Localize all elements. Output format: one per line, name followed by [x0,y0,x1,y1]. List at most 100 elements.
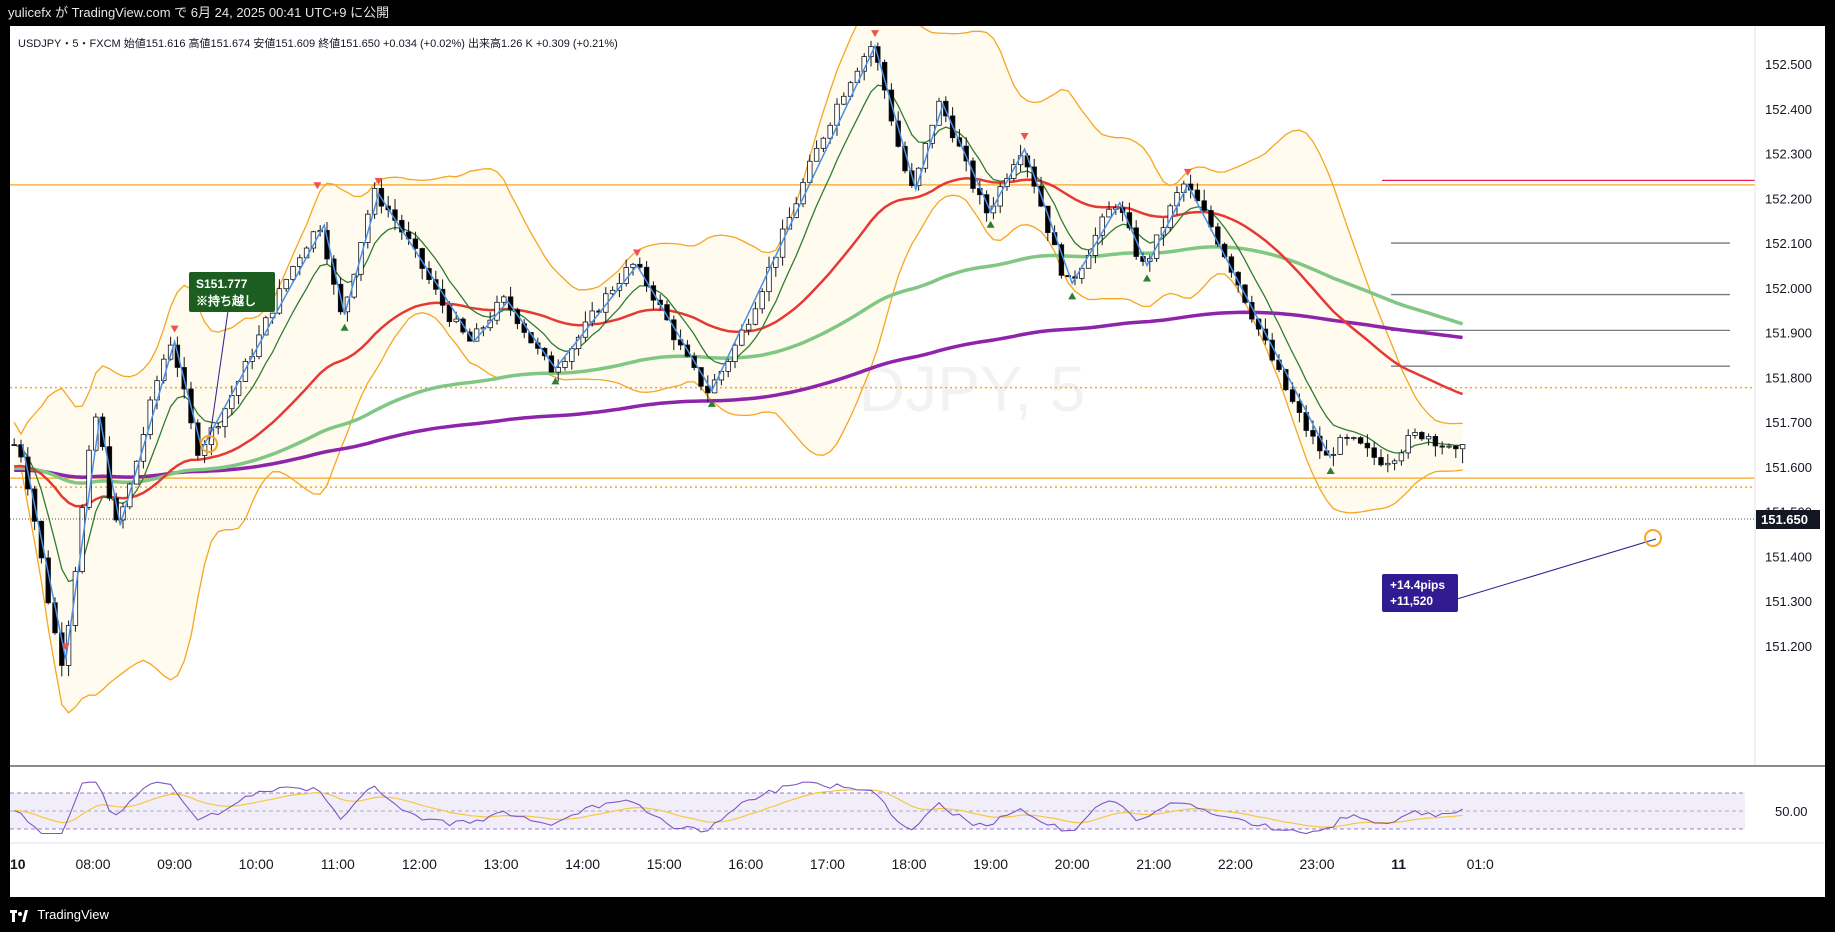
sell-label-price: S151.777 [196,277,248,291]
candle-body [1208,210,1214,228]
time-tick-label: 10 [10,856,26,872]
candle-body [1337,437,1343,455]
profit-annotation[interactable]: +14.4pips +11,520 [1382,529,1662,612]
candle-body [1405,435,1411,454]
fractal-low-marker [1326,466,1335,474]
candle-body [127,483,133,508]
fractal-high-marker [313,182,322,190]
current-price-text: 151.650 [1761,512,1808,527]
candle-body [167,344,174,360]
candle-body [1215,226,1221,245]
candle-body [909,170,915,186]
candle-body [943,100,949,117]
candle-body [705,385,711,394]
zigzag-path [21,43,1332,660]
candle-body [1446,445,1452,448]
fractal-low-marker [707,399,716,407]
candle-body [813,147,820,162]
candle-body [72,571,79,626]
fractal-low-marker [551,377,560,385]
profit-exit-marker [1644,529,1662,547]
price-tick-label: 151.600 [1765,460,1812,475]
time-tick-label: 18:00 [891,856,926,872]
time-tick-label: 20:00 [1055,856,1090,872]
candle-body [1439,445,1445,448]
candle-body [365,213,371,243]
candle-body [106,446,113,499]
candle-body [555,367,561,373]
time-tick-label: 11 [1391,856,1406,872]
time-tick-label: 11:00 [321,856,355,872]
profit-connector [1456,538,1657,600]
candle-body [1385,462,1391,466]
horizontal-levels [10,179,1755,488]
candle-body [1330,453,1337,456]
candle-body [1412,432,1418,436]
publisher-text: yulicefx が TradingView.com で 6月 24, 2025… [8,5,390,20]
fractal-high-marker [170,325,179,333]
price-tick-label: 151.700 [1765,415,1812,430]
rsi-level-label: 50.00 [1775,804,1808,819]
fractal-high-marker [374,177,383,185]
candle-body [1235,271,1241,286]
candlestick-chart[interactable]: USDJPY, 5 152.500152.400152.300152.20015… [10,26,1825,897]
time-axis[interactable]: 10 08:00 09:00 10:00 11:00 12:00 13:00 14:00 15:… [10,856,1494,872]
candle-body [739,329,745,346]
price-tick-label: 151.400 [1765,549,1812,564]
candle-body [113,497,119,521]
fractal-low-marker [1068,292,1077,300]
time-tick-label: 15:00 [647,856,682,872]
sell-annotation[interactable]: S151.777 ※持ち越し [189,272,275,453]
candle-body [915,167,922,186]
candle-body [881,61,888,91]
candle-body [1432,436,1439,447]
candle-body [766,266,772,293]
ema-long-line [14,310,1463,479]
candle-body [501,296,507,303]
candle-body [426,268,432,280]
candle-body [820,137,827,149]
candle-body [609,289,616,295]
candle-body [290,266,296,280]
fractal-high-marker [61,643,70,651]
time-tick-label: 08:00 [75,856,110,872]
profit-label-pips: +14.4pips [1390,578,1445,592]
fractal-markers [61,30,1335,651]
candle-body [276,288,283,314]
candle-body [174,344,181,368]
candle-body [222,408,228,428]
chart-area[interactable]: USDJPY, 5 152.500 152.400 152.300 152.200 15… [10,26,1825,897]
sell-entry-marker [200,435,218,453]
candle-body [1201,200,1207,211]
price-tick-label: 152.000 [1765,281,1812,296]
price-axis[interactable]: 152.500 152.400 152.300 152.200 152.100 152.0… [1765,57,1812,654]
footer-bar: TradingView [0,897,1835,932]
candle-body [242,360,249,382]
publisher-bar: yulicefx が TradingView.com で 6月 24, 2025… [0,0,1835,26]
candle-body [1371,447,1377,458]
symbol-info[interactable]: USDJPY・5・FXCM 始値151.616 高値151.674 安値151.… [18,38,618,50]
sell-connector [208,310,229,445]
fractal-low-marker [340,323,349,331]
time-tick-label: 14:00 [565,856,600,872]
sell-label-note: ※持ち越し [196,293,256,308]
candle-body [1106,208,1112,218]
candle-body [1357,437,1364,444]
price-tick-label: 151.800 [1765,370,1812,385]
candle-body [779,228,786,258]
candle-body [827,124,833,139]
price-tick-label: 152.500 [1765,57,1812,72]
candle-body [963,145,969,162]
candle-body [412,238,419,249]
candle-body [936,100,942,126]
candle-body [929,124,935,144]
price-tick-label: 152.300 [1765,147,1812,162]
ema-fast-line [13,84,1463,583]
candle-body [1364,442,1371,449]
bollinger-upper-line [13,26,1463,436]
candle-body [1391,460,1398,464]
time-tick-label: 01:0 [1467,856,1494,872]
time-tick-label: 10:00 [239,856,274,872]
candle-body [997,186,1003,207]
